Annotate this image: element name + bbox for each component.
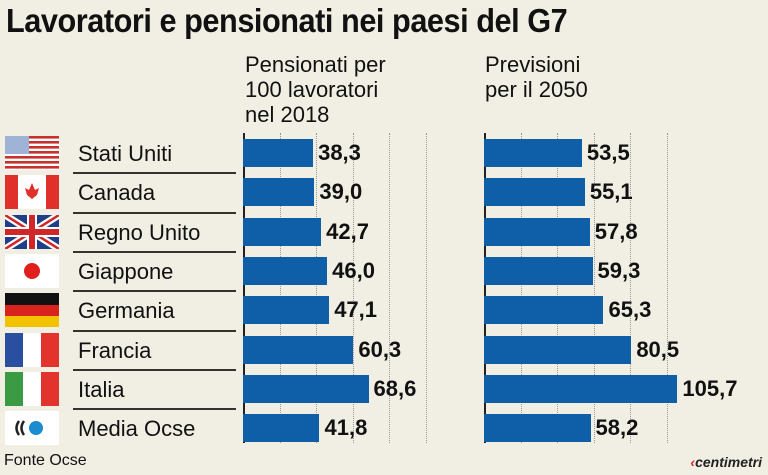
france-flag [5,332,59,367]
bar-2050 [484,335,632,364]
row-separator [73,211,236,214]
gridline [352,133,354,443]
bar-2018 [243,296,330,325]
publisher-logo: ‹centimetri [690,454,762,470]
gridline [557,133,559,443]
bar-2018 [243,178,315,207]
value-label: 59,3 [597,257,641,283]
source-note: Fonte Ocse [4,452,87,469]
italy-flag [5,371,59,406]
us-flag [5,136,59,170]
value-label: 55,1 [589,179,633,205]
value-label: 38,3 [318,140,361,165]
canada-flag [5,175,59,210]
gridline [389,133,391,443]
us-flag [5,136,59,170]
row-separator [73,408,236,411]
category-label: Media Ocse [78,416,196,442]
category-label: Germania [78,298,175,324]
row-separator [73,368,236,371]
bar-2050 [484,374,678,403]
axis-line [243,133,245,443]
row-separator [73,329,236,332]
canada-flag [5,175,59,210]
bar-2050 [484,296,604,325]
bar-2050 [484,414,591,443]
bar-2018 [243,414,320,443]
series-header-2050: Previsioni per il 2050 [485,52,588,102]
value-label: 41,8 [324,415,368,441]
value-label: 80,5 [636,336,680,362]
category-label: Italia [78,376,125,402]
italy-flag [5,371,59,406]
gridline [630,133,632,443]
bar-2050 [484,139,582,167]
gridline [426,133,427,443]
category-label: Canada [78,180,156,206]
bar-2018 [243,374,369,403]
row-separator [73,250,236,253]
row-separator [73,290,236,293]
value-label: 42,7 [326,218,369,244]
category-label: Regno Unito [78,219,201,245]
chart-title: Lavoratori e pensionati nei paesi del G7 [6,2,568,39]
value-label: 39,0 [319,179,363,205]
value-label: 68,6 [373,375,417,401]
gridline [316,133,318,443]
oecd-logo [5,411,59,446]
gridline [593,133,595,443]
bar-2018 [243,139,314,167]
bar-2018 [243,217,322,246]
gridline [520,133,522,443]
value-label: 60,3 [358,336,402,362]
gridline [279,133,281,443]
bar-2050 [484,256,593,285]
value-label: 65,3 [608,297,652,323]
japan-flag [5,253,59,288]
axis-line [484,133,486,443]
bar-2018 [243,335,354,364]
oecd-logo [5,411,59,446]
gridline [667,133,668,443]
category-label: Giappone [78,258,174,284]
japan-flag [5,253,59,288]
bar-2050 [484,178,585,207]
series-header-2018: Pensionati per 100 lavoratori nel 2018 [245,52,386,127]
value-label: 57,8 [594,218,638,244]
value-label: 47,1 [334,297,378,323]
germany-flag [5,293,59,328]
bar-2050 [484,217,590,246]
row-separator [73,172,236,175]
value-label: 46,0 [332,257,375,283]
value-label: 105,7 [682,375,738,401]
bar-2018 [243,256,328,285]
germany-flag [5,293,59,328]
uk-flag [5,214,59,249]
value-label: 53,5 [586,140,630,165]
category-label: Francia [78,337,152,363]
category-label: Stati Uniti [78,141,173,166]
value-label: 58,2 [595,415,639,441]
uk-flag [5,214,59,249]
france-flag [5,332,59,367]
